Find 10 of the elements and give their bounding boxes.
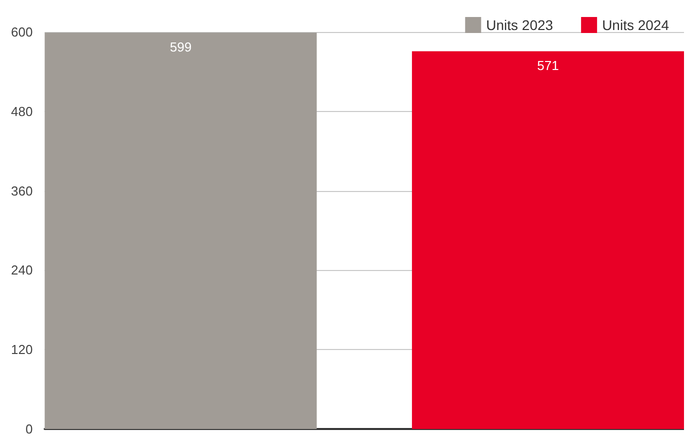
legend-label: Units 2023 bbox=[486, 17, 554, 33]
y-tick-label: 0 bbox=[25, 422, 33, 436]
y-tick-label: 240 bbox=[10, 262, 33, 278]
y-tick-label: 600 bbox=[10, 24, 33, 40]
legend-label: Units 2024 bbox=[602, 17, 670, 33]
data-label: 571 bbox=[537, 58, 559, 74]
y-tick-label: 360 bbox=[10, 183, 33, 198]
y-tick-label: 480 bbox=[10, 104, 33, 119]
y-tick-label: 120 bbox=[10, 342, 33, 358]
data-label: 599 bbox=[170, 40, 192, 55]
